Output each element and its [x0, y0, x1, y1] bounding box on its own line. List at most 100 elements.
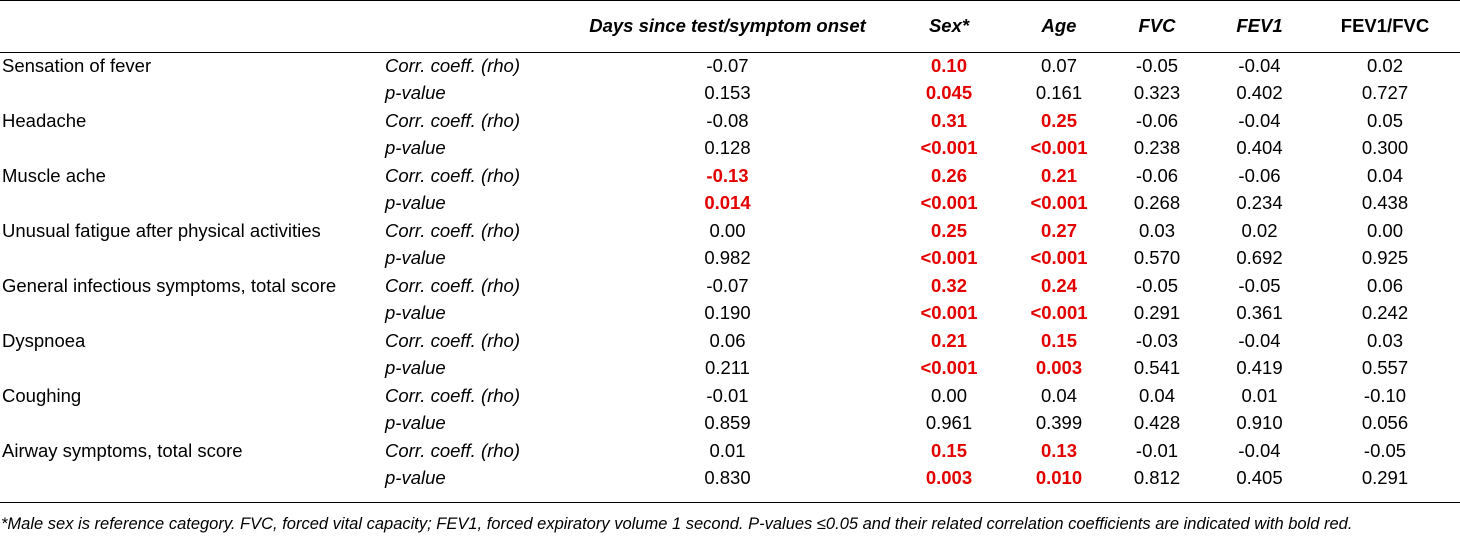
value-cell-age: 0.161 [1035, 82, 1083, 104]
table-row: p-value 0.830 0.003 0.010 0.812 0.405 0.291 [0, 465, 1460, 493]
value-cell-sex: <0.001 [920, 192, 978, 214]
value-cell-sex: 0.00 [930, 384, 967, 406]
symptom-label: Dyspnoea [2, 329, 86, 351]
table-body: Sensation of fever Corr. coeff. (rho) -0.0… [0, 52, 1460, 492]
value-cell-fev1: 0.910 [1236, 412, 1283, 434]
value-cell-fev1: -0.05 [1238, 274, 1281, 296]
header-fev1-fvc: FEV1/FVC [1340, 15, 1430, 36]
value-cell-fev1-fvc: 0.056 [1361, 412, 1409, 434]
statistic-label-rho: Corr. coeff. (rho) [385, 164, 521, 186]
value-cell-days: 0.128 [704, 137, 751, 159]
header-blank-symptom [0, 0, 385, 52]
header-blank-stat [385, 0, 570, 52]
symptom-label [0, 355, 385, 383]
table-row: p-value 0.153 0.045 0.161 0.323 0.402 0.727 [0, 80, 1460, 108]
statistic-label-p-value: p-value [385, 412, 446, 434]
table-row: Airway symptoms, total score Corr. coeff.… [0, 437, 1460, 465]
statistic-label-rho: Corr. coeff. (rho) [385, 329, 521, 351]
value-cell-fvc: -0.03 [1135, 329, 1179, 351]
bottom-rule [0, 502, 1460, 503]
header-days: Days since test/symptom onset [589, 15, 866, 36]
value-cell-sex: 0.10 [930, 54, 967, 76]
value-cell-fev1: -0.04 [1238, 329, 1281, 351]
value-cell-age: 0.04 [1040, 384, 1077, 406]
symptom-label: Unusual fatigue after physical activitie… [2, 219, 321, 241]
value-cell-sex: 0.32 [930, 274, 967, 296]
value-cell-fev1-fvc: 0.557 [1361, 357, 1409, 379]
value-cell-fvc: 0.04 [1138, 384, 1175, 406]
header-sex: Sex* [928, 15, 970, 36]
value-cell-fvc: 0.812 [1133, 467, 1181, 489]
value-cell-fev1-fvc: 0.03 [1366, 329, 1403, 351]
statistic-label-rho: Corr. coeff. (rho) [385, 219, 521, 241]
value-cell-fev1-fvc: 0.438 [1361, 192, 1409, 214]
value-cell-fev1: 0.405 [1236, 467, 1283, 489]
header-fev1: FEV1 [1236, 15, 1283, 36]
value-cell-sex: 0.21 [930, 329, 967, 351]
value-cell-sex: 0.961 [925, 412, 973, 434]
value-cell-days: 0.190 [704, 302, 751, 324]
value-cell-days: 0.00 [709, 219, 746, 241]
value-cell-fvc: 0.03 [1138, 219, 1175, 241]
value-cell-fev1-fvc: -0.10 [1363, 384, 1407, 406]
table-row: Coughing Corr. coeff. (rho) -0.01 0.00 0.04 0… [0, 382, 1460, 410]
value-cell-fev1-fvc: 0.925 [1361, 247, 1409, 269]
value-cell-age: 0.399 [1035, 412, 1083, 434]
value-cell-fvc: 0.268 [1133, 192, 1181, 214]
statistic-label-p-value: p-value [385, 357, 446, 379]
value-cell-fev1-fvc: 0.04 [1366, 164, 1403, 186]
symptom-label: Headache [2, 109, 87, 131]
value-cell-fev1-fvc: 0.291 [1361, 467, 1409, 489]
value-cell-age: 0.25 [1040, 109, 1077, 131]
value-cell-days: 0.982 [704, 247, 751, 269]
symptom-label: Coughing [2, 384, 82, 406]
value-cell-fev1: 0.419 [1236, 357, 1283, 379]
symptom-label: Airway symptoms, total score [2, 439, 243, 461]
value-cell-days: 0.830 [704, 467, 751, 489]
header-rule [0, 52, 1460, 53]
table-row: p-value 0.859 0.961 0.399 0.428 0.910 0.056 [0, 410, 1460, 438]
value-cell-sex: 0.25 [930, 219, 967, 241]
table-row: General infectious symptoms, total score… [0, 272, 1460, 300]
value-cell-days: -0.07 [706, 54, 749, 76]
value-cell-fvc: 0.428 [1133, 412, 1181, 434]
statistic-label-p-value: p-value [385, 302, 446, 324]
value-cell-fev1-fvc: 0.00 [1366, 219, 1403, 241]
value-cell-sex: 0.15 [930, 439, 967, 461]
value-cell-age: 0.24 [1040, 274, 1077, 296]
value-cell-days: -0.07 [706, 274, 749, 296]
value-cell-age: 0.13 [1040, 439, 1077, 461]
value-cell-sex: <0.001 [920, 302, 978, 324]
statistic-label-p-value: p-value [385, 192, 446, 214]
table-row: Muscle ache Corr. coeff. (rho) -0.13 0.26 0.… [0, 162, 1460, 190]
symptom-label [0, 190, 385, 218]
value-cell-fev1-fvc: 0.06 [1366, 274, 1403, 296]
statistic-label-rho: Corr. coeff. (rho) [385, 274, 521, 296]
symptom-label [0, 80, 385, 108]
value-cell-fvc: 0.238 [1133, 137, 1181, 159]
value-cell-fvc: -0.05 [1135, 274, 1179, 296]
value-cell-sex: 0.045 [925, 82, 973, 104]
value-cell-fev1: 0.234 [1236, 192, 1283, 214]
table-row: p-value 0.982 <0.001 <0.001 0.570 0.692 0.925 [0, 245, 1460, 273]
value-cell-days: -0.01 [706, 384, 749, 406]
header-age: Age [1041, 15, 1077, 36]
value-cell-fvc: -0.05 [1135, 54, 1179, 76]
value-cell-fev1-fvc: 0.02 [1366, 54, 1403, 76]
value-cell-fev1: -0.04 [1238, 439, 1281, 461]
value-cell-fev1-fvc: 0.242 [1361, 302, 1409, 324]
value-cell-fev1: 0.01 [1241, 384, 1278, 406]
table-row: Unusual fatigue after physical activitie… [0, 217, 1460, 245]
value-cell-sex: <0.001 [920, 137, 978, 159]
table-row: Dyspnoea Corr. coeff. (rho) 0.06 0.21 0.15 -0… [0, 327, 1460, 355]
symptom-label [0, 300, 385, 328]
table-row: p-value 0.211 <0.001 0.003 0.541 0.419 0.557 [0, 355, 1460, 383]
statistic-label-rho: Corr. coeff. (rho) [385, 54, 521, 76]
symptom-label: Muscle ache [2, 164, 106, 186]
value-cell-days: 0.153 [704, 82, 751, 104]
value-cell-days: 0.06 [709, 329, 746, 351]
symptom-label [0, 410, 385, 438]
value-cell-fvc: 0.541 [1133, 357, 1181, 379]
value-cell-fev1: 0.361 [1236, 302, 1283, 324]
table-row: p-value 0.128 <0.001 <0.001 0.238 0.404 0.300 [0, 135, 1460, 163]
